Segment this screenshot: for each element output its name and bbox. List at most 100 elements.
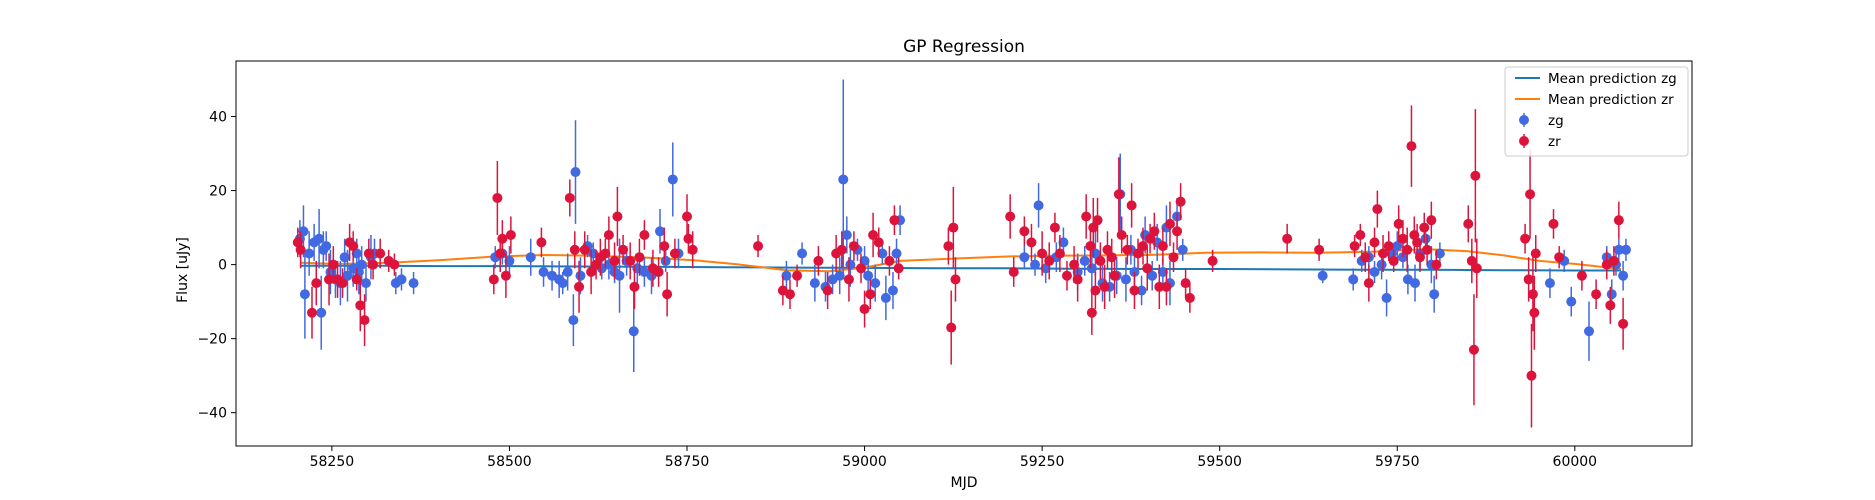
data-point-zr [1026, 223, 1037, 261]
data-point-zr [1463, 205, 1474, 243]
legend-label-zr-points: zr [1548, 134, 1561, 150]
data-point-zr [687, 231, 698, 269]
data-point-zr [1133, 238, 1144, 269]
data-point-zg [1544, 268, 1555, 298]
data-point-zr [1164, 201, 1175, 247]
data-point-zr [1172, 212, 1183, 250]
data-point-zr [1088, 197, 1099, 258]
data-point-zr [1419, 212, 1430, 243]
plot-frame [235, 60, 1693, 447]
data-point-zg [1348, 268, 1359, 291]
data-point-zr [1349, 234, 1360, 258]
data-point-zr [574, 260, 585, 313]
data-point-zr [579, 231, 590, 269]
data-point-zr [1605, 286, 1616, 324]
data-point-zr [1576, 260, 1587, 291]
data-point-zg [396, 268, 407, 291]
data-point-zr [1282, 223, 1293, 254]
data-point-zr [1207, 249, 1218, 273]
x-tick-label: 59250 [1020, 454, 1065, 470]
data-point-zr [1037, 231, 1048, 276]
data-point-zr [1360, 242, 1371, 273]
data-point-zr [500, 253, 511, 298]
data-point-zg [1381, 279, 1392, 317]
data-point-zr [1184, 283, 1195, 313]
data-point-zr [1086, 290, 1097, 335]
data-point-zr [1109, 253, 1120, 298]
data-point-zg [342, 249, 353, 302]
data-point-zr [600, 238, 611, 269]
data-point-zr [629, 264, 640, 310]
data-point-zr [856, 253, 867, 284]
chart-title: GP Regression [903, 37, 1025, 57]
data-point-zr [569, 231, 580, 269]
data-point-zg [1434, 242, 1445, 265]
data-point-zr [1180, 268, 1191, 298]
data-point-zg [1120, 257, 1131, 302]
data-point-zg [1147, 260, 1158, 291]
data-point-zr [1081, 194, 1092, 239]
data-point-zr [1378, 234, 1389, 273]
data-point-zr [375, 238, 386, 269]
data-point-zr [792, 264, 803, 287]
data-point-zr [1008, 257, 1019, 287]
data-point-zr [1525, 149, 1536, 239]
plot-background [236, 61, 1692, 446]
data-point-zr [659, 227, 670, 265]
data-point-zr [612, 186, 623, 247]
data-point-zr [306, 286, 317, 339]
data-point-zr [311, 260, 322, 306]
data-point-zr [1005, 194, 1016, 239]
data-point-zr [1530, 234, 1541, 273]
data-point-zr [1414, 242, 1425, 273]
data-point-zr [662, 272, 673, 317]
data-point-zr [1175, 183, 1186, 221]
data-point-zr [609, 242, 620, 280]
data-point-zg [1566, 286, 1577, 317]
data-point-zg [525, 238, 536, 276]
data-point-zr [1137, 227, 1148, 265]
data-point-zr [948, 186, 959, 269]
data-point-zr [950, 257, 961, 302]
data-point-zg [781, 260, 792, 291]
x-tick-label: 58500 [487, 454, 532, 470]
data-point-zg [880, 275, 891, 321]
data-point-zr [1122, 234, 1133, 265]
series-line-zg [299, 264, 1621, 272]
data-point-zg [570, 120, 581, 224]
x-tick-label: 59750 [1375, 454, 1420, 470]
data-point-zr [943, 227, 954, 265]
legend: Mean prediction zg Mean prediction zr zg… [1504, 66, 1689, 157]
y-axis-label: Flux [uJy] [175, 237, 191, 303]
data-point-zg [568, 294, 579, 347]
data-point-zg [1410, 264, 1421, 302]
data-point-zr [1044, 242, 1055, 280]
data-point-zr [669, 238, 680, 269]
data-point-zr [295, 231, 306, 269]
legend-label-zg-points: zg [1548, 113, 1564, 129]
data-point-zr [1402, 227, 1413, 273]
data-point-zr [1061, 260, 1072, 291]
data-point-zg [314, 209, 325, 269]
data-point-zg [356, 246, 367, 284]
data-point-zr [1520, 223, 1531, 254]
data-point-zr [946, 290, 957, 365]
data-point-zg [1136, 275, 1147, 306]
data-point-zr [865, 279, 876, 310]
data-point-zg [877, 242, 888, 265]
plot-area [236, 61, 1692, 446]
data-point-zr [1426, 201, 1437, 239]
data-point-zr [1406, 105, 1417, 187]
data-point-zg [408, 272, 419, 295]
data-point-zr [1095, 242, 1106, 280]
data-point-zr [1548, 209, 1559, 239]
data-point-zg [834, 257, 845, 295]
data-point-zr [1072, 257, 1083, 302]
data-point-zr [1099, 264, 1110, 310]
data-point-zr [1154, 264, 1165, 310]
data-point-zr [564, 179, 575, 217]
data-point-zg [321, 231, 332, 261]
data-point-zr [1102, 231, 1113, 269]
data-point-zg [809, 264, 820, 302]
data-point-zr [893, 257, 904, 280]
